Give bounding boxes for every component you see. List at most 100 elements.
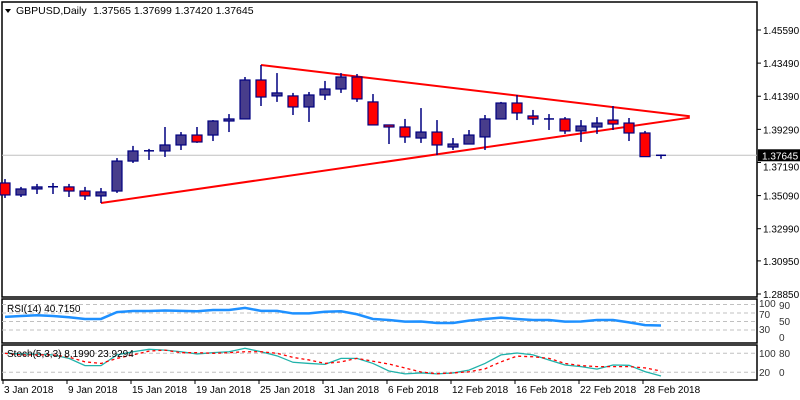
candle-body	[447, 143, 459, 148]
time-tick-label: 25 Jan 2018	[260, 385, 315, 396]
candle-body	[607, 119, 619, 125]
candle-body	[0, 182, 11, 196]
candle	[383, 124, 395, 145]
time-axis: 3 Jan 2018 9 Jan 2018 15 Jan 2018 19 Jan 20…	[2, 380, 701, 396]
stoch-signal-line	[4, 349, 662, 375]
candle	[351, 74, 363, 102]
candle	[447, 138, 459, 151]
candle-body	[63, 186, 75, 192]
candle	[559, 117, 571, 134]
candle	[191, 126, 203, 143]
time-tick-label: 16 Feb 2018	[516, 385, 573, 396]
rsi-panel: 100 90 70 50 30 0	[2, 299, 791, 344]
candle	[415, 108, 427, 143]
trendlines[interactable]	[100, 64, 690, 204]
candle-body	[431, 131, 443, 146]
rsi-axis-label: 50	[779, 317, 791, 328]
time-tick-label: 9 Jan 2018	[68, 385, 118, 396]
time-tick-label: 31 Jan 2018	[324, 385, 379, 396]
time-tick-label: 22 Feb 2018	[580, 385, 637, 396]
candle-body	[175, 134, 187, 146]
candle-body	[31, 186, 43, 190]
candle	[463, 129, 475, 145]
candle	[495, 101, 507, 120]
candle	[255, 65, 267, 107]
candle-body	[367, 101, 379, 126]
candle-body	[623, 122, 635, 134]
candle	[223, 114, 235, 133]
candles	[0, 65, 666, 204]
candle-body	[527, 115, 539, 120]
price-tick-label: 1.37190	[763, 162, 800, 173]
candle-body	[207, 120, 219, 136]
current-price-label: 1.37645	[762, 151, 799, 162]
stoch-axis-label: 100	[759, 349, 776, 360]
candle	[575, 120, 587, 142]
candle	[656, 154, 666, 159]
candle	[623, 118, 635, 142]
candle-body	[319, 88, 331, 96]
candle	[31, 183, 43, 195]
stoch-panel-frame	[1, 344, 758, 381]
candle-body	[239, 79, 251, 120]
candle	[175, 132, 187, 151]
candle	[544, 114, 554, 130]
time-tick-label: 3 Jan 2018	[4, 385, 54, 396]
price-tick-label: 1.43490	[763, 59, 800, 70]
candle-body	[15, 188, 27, 196]
time-tick-label: 15 Jan 2018	[132, 385, 187, 396]
triangle-down-icon[interactable]	[5, 9, 11, 13]
candle-body	[495, 102, 507, 120]
candle	[15, 186, 27, 198]
candle	[335, 73, 347, 93]
rsi-axis-label: 70	[759, 310, 771, 321]
candle-body	[191, 134, 203, 143]
rsi-axis-label: 0	[779, 333, 785, 344]
rsi-axis-label: 100	[759, 299, 776, 310]
candle	[399, 118, 411, 143]
candle-body	[383, 124, 395, 128]
candle	[607, 106, 619, 130]
price-tick-label: 1.28850	[763, 290, 800, 301]
trendline[interactable]	[260, 64, 690, 118]
price-tick-label: 1.39290	[763, 125, 800, 136]
chart-header: GBPUSD,Daily 1.37565 1.37699 1.37420 1.3…	[5, 5, 254, 17]
candle-body	[127, 150, 139, 162]
price-tick-label: 1.45590	[763, 26, 800, 37]
rsi-axis-label: 30	[759, 325, 771, 336]
candle-body	[591, 122, 603, 128]
candle-body	[479, 118, 491, 138]
stoch-label: Stoch(5,3,3) 8.1990 23.9294	[7, 349, 134, 360]
candle-body	[223, 118, 235, 122]
candle-body	[351, 76, 363, 100]
time-tick-label: 6 Feb 2018	[388, 385, 439, 396]
price-tick-label: 1.35090	[763, 192, 800, 203]
candle	[431, 120, 443, 156]
candle-body	[95, 191, 107, 197]
price-tick-label: 1.30950	[763, 257, 800, 268]
main-panel-frame	[1, 1, 758, 298]
price-tick-label: 1.41390	[763, 92, 800, 103]
candle	[271, 73, 283, 102]
price-tick-label: 1.32990	[763, 225, 800, 236]
time-tick-label: 19 Jan 2018	[196, 385, 251, 396]
trendline[interactable]	[100, 116, 690, 204]
candle	[159, 126, 171, 157]
candle	[95, 188, 107, 204]
rsi-line	[4, 306, 662, 327]
candle	[111, 158, 123, 193]
candle	[303, 91, 315, 122]
symbol-label: GBPUSD,Daily	[16, 5, 87, 17]
candle	[144, 148, 154, 160]
time-tick-label: 12 Feb 2018	[452, 385, 509, 396]
candle	[207, 120, 219, 142]
candle-body	[399, 126, 411, 138]
candle	[511, 94, 523, 121]
current-price-box	[758, 149, 800, 162]
candle	[63, 183, 75, 198]
candle-body	[159, 144, 171, 152]
stochastic-panel: 100 80 20 0	[2, 347, 791, 379]
candle-body	[415, 131, 427, 139]
candle-body	[639, 132, 651, 158]
